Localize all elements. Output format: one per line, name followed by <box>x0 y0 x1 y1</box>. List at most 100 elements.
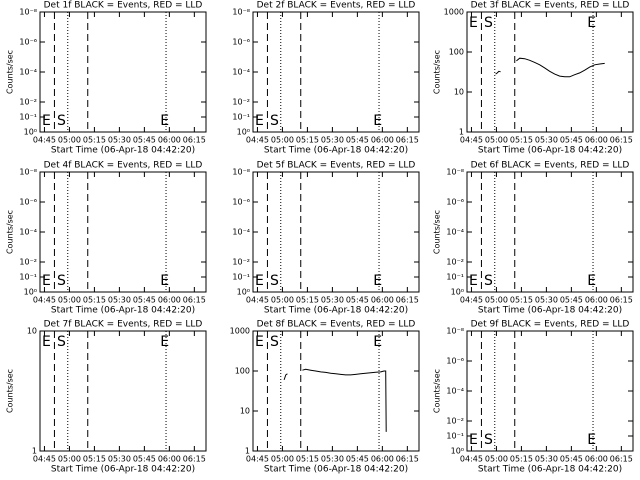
y-axis-label: Counts/sec <box>433 210 442 254</box>
annotation: S <box>57 334 66 350</box>
annotation: E <box>469 432 478 448</box>
y-tick-label: 10⁰ <box>24 128 37 137</box>
y-tick-label: 10⁻¹ <box>19 113 37 122</box>
annotation: S <box>270 273 279 289</box>
x-tick-label: 05:15 <box>296 136 319 145</box>
y-tick-label: 10⁻⁶ <box>19 198 37 207</box>
annotation: E <box>587 15 596 31</box>
x-tick-label: 04:45 <box>460 296 483 305</box>
x-tick-label: 06:15 <box>396 455 419 464</box>
x-tick-label: 05:15 <box>83 455 106 464</box>
x-tick-label: 05:15 <box>510 296 533 305</box>
y-tick-label: 1 <box>245 447 250 456</box>
x-tick-label: 05:15 <box>510 136 533 145</box>
annotation: S <box>484 273 493 289</box>
y-tick-label: 10⁻⁴ <box>19 68 37 77</box>
x-axis-label: Start Time (06-Apr-18 04:42:20) <box>264 146 408 156</box>
x-tick-label: 05:30 <box>108 455 131 464</box>
y-tick-label: 10⁻¹ <box>446 273 464 282</box>
y-tick-label: 10⁻⁶ <box>232 198 250 207</box>
x-tick-label: 05:45 <box>133 455 156 464</box>
annotation: S <box>484 15 493 31</box>
y-axis-label: Counts/sec <box>6 50 15 94</box>
chart-title: Det 2f BLACK = Events, RED = LLD <box>257 1 416 11</box>
y-tick-label: 10⁻¹ <box>232 113 250 122</box>
y-tick-label: 10⁻² <box>232 258 250 267</box>
plot-frame <box>39 330 207 452</box>
x-axis-label: Start Time (06-Apr-18 04:42:20) <box>51 465 195 475</box>
y-tick-label: 10⁻⁴ <box>19 228 37 237</box>
x-tick-label: 05:00 <box>271 136 294 145</box>
chart-title: Det 7f BLACK = Events, RED = LLD <box>44 320 203 330</box>
x-tick-label: 05:45 <box>133 136 156 145</box>
chart-title: Det 5f BLACK = Events, RED = LLD <box>257 161 416 171</box>
x-tick-label: 05:30 <box>535 136 558 145</box>
y-tick-label: 10⁻¹ <box>19 273 37 282</box>
x-tick-label: 05:45 <box>346 136 369 145</box>
y-tick-label: 10⁻⁸ <box>19 8 37 17</box>
y-tick-label: 10⁻¹ <box>232 273 250 282</box>
y-tick-label: 10⁰ <box>237 128 250 137</box>
x-tick-label: 05:15 <box>83 296 106 305</box>
x-tick-label: 05:30 <box>108 136 131 145</box>
annotation: E <box>469 15 478 31</box>
x-tick-label: 05:30 <box>321 455 344 464</box>
x-tick-label: 05:30 <box>321 136 344 145</box>
x-tick-label: 06:15 <box>183 455 206 464</box>
x-tick-label: 05:45 <box>133 296 156 305</box>
annotation: E <box>587 432 596 448</box>
x-tick-label: 05:00 <box>485 136 508 145</box>
y-tick-label: 1 <box>459 128 464 137</box>
x-tick-label: 06:00 <box>371 296 394 305</box>
x-tick-label: 06:00 <box>158 455 181 464</box>
y-tick-label: 10⁰ <box>451 447 464 456</box>
x-tick-label: 06:00 <box>585 136 608 145</box>
y-tick-label: 10⁻⁴ <box>446 228 464 237</box>
x-axis-label: Start Time (06-Apr-18 04:42:20) <box>478 306 622 316</box>
annotation: S <box>270 113 279 129</box>
x-tick-label: 06:15 <box>183 296 206 305</box>
annotation: E <box>160 273 169 289</box>
x-axis-label: Start Time (06-Apr-18 04:42:20) <box>478 146 622 156</box>
x-tick-label: 06:00 <box>585 455 608 464</box>
x-tick-label: 04:45 <box>33 455 56 464</box>
x-tick-label: 06:15 <box>396 296 419 305</box>
annotation: E <box>373 273 382 289</box>
y-tick-label: 1000 <box>444 8 464 17</box>
chart-title: Det 3f BLACK = Events, RED = LLD <box>471 1 630 11</box>
x-tick-label: 05:00 <box>271 296 294 305</box>
y-tick-label: 10⁻² <box>19 98 37 107</box>
x-tick-label: 05:30 <box>535 296 558 305</box>
annotation: E <box>255 334 264 350</box>
annotation: S <box>57 113 66 129</box>
y-tick-label: 100 <box>449 48 464 57</box>
y-tick-label: 10⁻² <box>446 258 464 267</box>
x-tick-label: 06:15 <box>610 455 633 464</box>
y-tick-label: 1 <box>32 447 37 456</box>
plot-frame <box>466 11 634 133</box>
x-tick-label: 05:15 <box>296 296 319 305</box>
x-tick-label: 04:45 <box>33 136 56 145</box>
x-tick-label: 06:00 <box>371 455 394 464</box>
chart-title: Det 8f BLACK = Events, RED = LLD <box>257 320 416 330</box>
y-tick-label: 10⁻⁸ <box>19 168 37 177</box>
y-tick-label: 10⁻² <box>19 258 37 267</box>
y-tick-label: 10⁻⁶ <box>446 357 464 366</box>
y-tick-label: 10⁻⁶ <box>232 38 250 47</box>
annotation: E <box>42 273 51 289</box>
x-tick-label: 05:30 <box>321 296 344 305</box>
x-tick-label: 05:00 <box>58 455 81 464</box>
annotation: E <box>587 273 596 289</box>
y-axis-label: Counts/sec <box>433 369 442 413</box>
x-tick-label: 05:15 <box>510 455 533 464</box>
chart-title: Det 1f BLACK = Events, RED = LLD <box>44 1 203 11</box>
y-tick-label: 10⁻⁴ <box>446 387 464 396</box>
x-axis-label: Start Time (06-Apr-18 04:42:20) <box>264 306 408 316</box>
x-tick-label: 05:30 <box>535 455 558 464</box>
y-tick-label: 10⁻⁸ <box>232 168 250 177</box>
chart-title: Det 6f BLACK = Events, RED = LLD <box>471 161 630 171</box>
x-axis-label: Start Time (06-Apr-18 04:42:20) <box>478 465 622 475</box>
y-tick-label: 10⁰ <box>24 288 37 297</box>
x-tick-label: 05:45 <box>560 136 583 145</box>
y-tick-label: 10⁻⁸ <box>446 327 464 336</box>
